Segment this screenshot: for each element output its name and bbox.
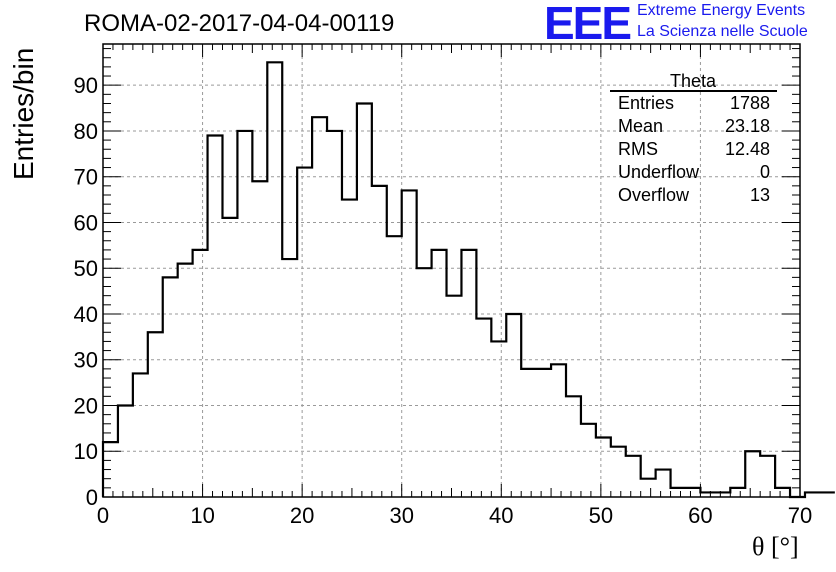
histogram-bin bbox=[222, 218, 237, 497]
stat-label-entries: Entries bbox=[618, 93, 675, 113]
histogram-bin bbox=[297, 168, 312, 497]
histogram-bin bbox=[237, 131, 252, 497]
histogram-bin bbox=[432, 250, 447, 497]
logo-text-line2: La Scienza nelle Scuole bbox=[637, 23, 808, 40]
histogram-bin bbox=[641, 479, 656, 497]
histogram-bin bbox=[760, 456, 775, 497]
histogram-bin bbox=[506, 314, 521, 497]
histogram-bin bbox=[656, 470, 671, 497]
histogram-bin bbox=[417, 268, 432, 497]
histogram-bin bbox=[342, 200, 357, 497]
grid-lines bbox=[103, 44, 800, 497]
histogram-bin bbox=[536, 369, 551, 497]
histogram-bin bbox=[282, 259, 297, 497]
histogram-bin bbox=[566, 396, 581, 497]
histogram-bin bbox=[402, 190, 417, 497]
histogram-bin bbox=[312, 117, 327, 497]
x-tick-label: 70 bbox=[788, 503, 812, 528]
y-tick-label: 30 bbox=[74, 348, 98, 373]
histogram-bin bbox=[267, 62, 282, 497]
histogram-bin bbox=[461, 250, 476, 497]
histogram-bin bbox=[685, 488, 700, 497]
histogram-bin bbox=[775, 488, 790, 497]
x-tick-label: 0 bbox=[97, 503, 109, 528]
histogram-bin bbox=[193, 250, 208, 497]
stats-box-title: Theta bbox=[669, 71, 717, 91]
histogram-bin bbox=[357, 103, 372, 497]
histogram-bin bbox=[551, 364, 566, 497]
histogram-bin bbox=[133, 373, 148, 497]
histogram-bin bbox=[476, 319, 491, 497]
x-tick-label: 60 bbox=[688, 503, 712, 528]
histogram-bin bbox=[521, 369, 536, 497]
histogram-bin bbox=[252, 181, 267, 497]
stat-label-rms: RMS bbox=[618, 139, 658, 159]
histogram-bin bbox=[596, 438, 611, 497]
x-tick-label: 50 bbox=[589, 503, 613, 528]
histogram-bin bbox=[671, 488, 686, 497]
histogram-bin bbox=[611, 447, 626, 497]
eee-logo-mark: EEE bbox=[544, 0, 632, 49]
stats-box-divider bbox=[610, 90, 777, 92]
histogram-bin bbox=[208, 136, 223, 497]
stat-value-underflow: 0 bbox=[759, 162, 770, 182]
y-tick-label: 50 bbox=[74, 256, 98, 281]
histogram-bin bbox=[745, 451, 760, 497]
y-tick-label: 70 bbox=[74, 165, 98, 190]
stat-value-entries: 1788 bbox=[729, 93, 770, 113]
axis-tick-labels: 0 10 20 30 40 50 60 70 0 10 20 30 40 50 60 70 80 90 bbox=[74, 73, 813, 528]
y-axis-label: Entries/bin bbox=[8, 47, 39, 180]
x-tick-label: 30 bbox=[389, 503, 413, 528]
histogram-bin bbox=[148, 332, 163, 497]
histogram-bin bbox=[447, 296, 462, 497]
histogram-bin bbox=[626, 456, 641, 497]
x-tick-label: 40 bbox=[489, 503, 513, 528]
histogram-bin bbox=[581, 424, 596, 497]
x-axis-label: θ [°] bbox=[752, 532, 799, 561]
x-tick-label: 10 bbox=[190, 503, 214, 528]
x-tick-label: 20 bbox=[290, 503, 314, 528]
stat-value-overflow: 13 bbox=[749, 185, 770, 205]
stat-value-rms: 12.48 bbox=[724, 139, 770, 159]
logo-text-line1: Extreme Energy Events bbox=[637, 2, 806, 19]
y-tick-label: 80 bbox=[74, 119, 98, 144]
histogram-bin bbox=[327, 131, 342, 497]
histogram-bin bbox=[163, 277, 178, 497]
stat-label-underflow: Underflow bbox=[618, 162, 700, 182]
histogram-bin bbox=[730, 488, 745, 497]
axis-ticks bbox=[102, 44, 801, 498]
stat-label-overflow: Overflow bbox=[618, 185, 690, 205]
y-tick-label: 60 bbox=[74, 210, 98, 235]
y-tick-label: 20 bbox=[74, 393, 98, 418]
chart-title: ROMA-02-2017-04-04-00119 bbox=[84, 10, 395, 37]
y-tick-label: 0 bbox=[86, 485, 98, 510]
stat-value-mean: 23.18 bbox=[724, 116, 770, 136]
histogram-bin bbox=[372, 186, 387, 497]
histogram-bin bbox=[387, 236, 402, 497]
y-tick-label: 90 bbox=[74, 73, 98, 98]
y-tick-label: 10 bbox=[74, 439, 98, 464]
stat-label-mean: Mean bbox=[618, 116, 664, 136]
histogram-bin bbox=[178, 264, 193, 497]
histogram-bin bbox=[491, 341, 506, 497]
y-tick-label: 40 bbox=[74, 302, 98, 327]
